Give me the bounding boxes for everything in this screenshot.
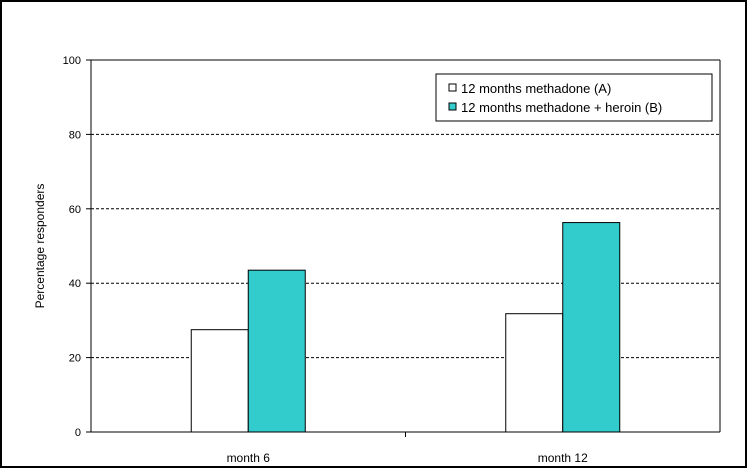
bars <box>190 222 621 433</box>
legend-swatch-a <box>448 83 457 92</box>
legend-box <box>435 73 713 122</box>
y-ticks: 0 20 40 60 80 100 <box>63 55 91 439</box>
legend-swatch-b <box>448 102 457 111</box>
x-tick-label: month 12 <box>538 451 588 465</box>
x-tick-label: month 6 <box>227 451 271 465</box>
y-tick-label: 40 <box>69 278 81 290</box>
bar-a-month-12 <box>505 313 564 433</box>
legend: 12 months methadone (A) 12 months methad… <box>435 73 713 122</box>
y-tick-label: 20 <box>69 353 81 365</box>
bar-b-month-6 <box>247 269 306 433</box>
y-tick-label: 60 <box>69 204 81 216</box>
y-tick-label: 0 <box>75 427 81 439</box>
y-axis-label: Percentage responders <box>33 184 47 309</box>
y-tick-label: 80 <box>69 129 81 141</box>
legend-label-a: 12 months methadone (A) <box>461 81 611 96</box>
y-tick-label: 100 <box>63 55 81 67</box>
bar-b-month-12 <box>562 222 621 433</box>
bar-a-month-6 <box>190 329 249 433</box>
x-tick-labels: month 6 month 12 <box>227 432 588 465</box>
legend-label-b: 12 months methadone + heroin (B) <box>461 100 662 115</box>
